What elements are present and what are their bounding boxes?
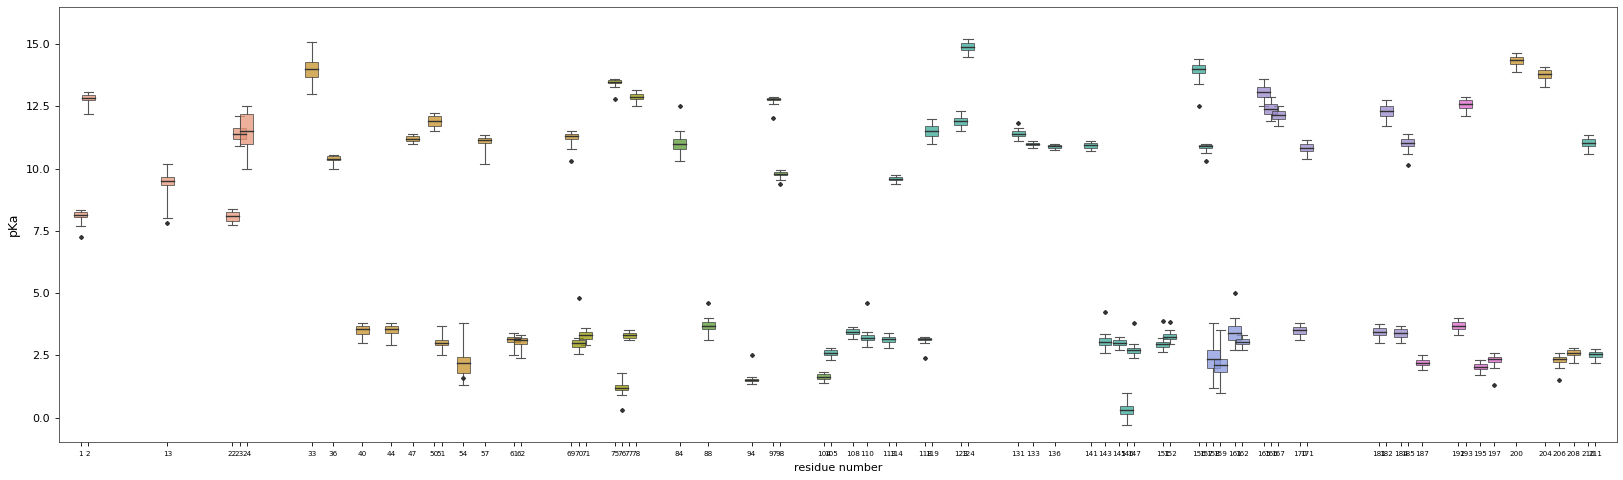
X-axis label: residue number: residue number <box>794 463 881 473</box>
Bar <box>1126 348 1139 353</box>
Bar <box>1047 145 1060 147</box>
Bar <box>305 62 318 77</box>
Bar <box>954 118 967 125</box>
Bar <box>1415 360 1428 365</box>
Bar <box>672 139 685 149</box>
Bar <box>326 156 339 160</box>
Bar <box>1206 350 1219 368</box>
Bar <box>1264 104 1277 114</box>
Bar <box>1011 132 1024 136</box>
Bar <box>816 374 829 379</box>
Bar <box>565 134 578 139</box>
Bar <box>607 80 620 83</box>
Bar <box>1380 107 1393 117</box>
Bar <box>435 340 448 346</box>
Bar <box>1566 350 1579 355</box>
Bar <box>1457 100 1470 108</box>
Bar <box>1472 364 1485 369</box>
Bar <box>1552 357 1565 361</box>
Bar <box>1026 143 1039 145</box>
Bar <box>1199 145 1212 147</box>
Bar <box>1097 338 1110 346</box>
Bar <box>514 338 527 344</box>
Bar <box>630 94 643 99</box>
Bar <box>622 333 635 338</box>
Bar <box>1084 143 1097 147</box>
Bar <box>234 128 247 139</box>
Bar <box>506 336 519 342</box>
Bar <box>774 172 787 175</box>
Bar <box>1300 144 1313 151</box>
Bar <box>1120 407 1133 414</box>
Bar <box>846 329 859 334</box>
Bar <box>1587 352 1600 357</box>
Bar <box>1235 339 1248 344</box>
Bar <box>860 336 873 340</box>
Bar <box>766 98 779 100</box>
Bar <box>406 136 419 141</box>
Bar <box>161 178 174 185</box>
Bar <box>1256 86 1269 96</box>
Bar <box>1162 334 1175 339</box>
Bar <box>456 357 469 373</box>
Bar <box>81 96 94 100</box>
Bar <box>824 350 837 355</box>
Bar <box>917 338 930 340</box>
Bar <box>1112 340 1125 346</box>
Bar <box>226 212 239 221</box>
Bar <box>881 336 894 342</box>
Bar <box>1371 328 1384 336</box>
Bar <box>1509 57 1522 64</box>
Bar <box>925 126 938 136</box>
Bar <box>745 379 758 382</box>
Bar <box>1451 322 1464 329</box>
Bar <box>579 332 592 339</box>
Bar <box>75 212 88 217</box>
Bar <box>1191 65 1204 73</box>
Bar <box>1292 327 1305 334</box>
Bar <box>355 325 368 334</box>
Bar <box>1156 342 1169 347</box>
Bar <box>889 178 902 180</box>
Bar <box>961 43 974 50</box>
Bar <box>240 114 253 144</box>
Bar <box>1271 111 1284 119</box>
Bar <box>615 385 628 390</box>
Bar <box>479 138 492 143</box>
Y-axis label: pKa: pKa <box>6 213 19 237</box>
Bar <box>1581 139 1594 146</box>
Bar <box>1212 359 1225 372</box>
Bar <box>1227 325 1240 340</box>
Bar <box>571 340 584 347</box>
Bar <box>427 117 440 126</box>
Bar <box>701 322 714 329</box>
Bar <box>1401 139 1414 146</box>
Bar <box>1487 357 1500 361</box>
Bar <box>385 325 398 333</box>
Bar <box>1537 71 1550 78</box>
Bar <box>1394 329 1406 336</box>
